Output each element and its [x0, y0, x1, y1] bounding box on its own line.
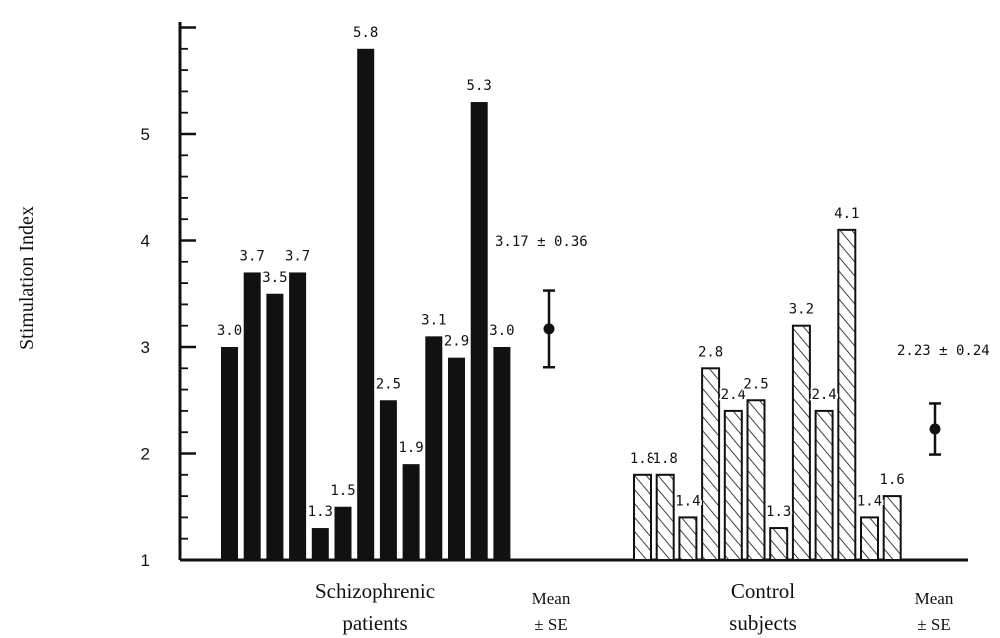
data-labels: 3.0 3.7 3.5 3.7 1.3 1.5 5.8 2.5 1.9 3.1 2.9 5.3 3.0 1… [215, 23, 907, 522]
bar-value-label: 1.8 [630, 451, 655, 467]
bar [334, 506, 352, 560]
bar [448, 357, 465, 560]
bar [425, 336, 443, 560]
mean-markers [543, 289, 941, 456]
bar-value-label: 1.9 [398, 440, 423, 456]
mean-point [543, 323, 555, 335]
bar [311, 528, 329, 560]
bars [221, 48, 902, 562]
y-tick-label: 5 [141, 125, 150, 144]
bar-value-label: 1.4 [675, 493, 700, 509]
bar [357, 48, 375, 561]
bar-value-label: 3.7 [285, 248, 310, 264]
bar-value-label: 3.0 [217, 323, 242, 339]
bar [655, 473, 675, 561]
bar-value-label: 4.1 [834, 206, 859, 222]
mean-se-label: Mean [915, 589, 954, 608]
bar-value-label: 1.4 [857, 493, 882, 509]
bar [837, 228, 857, 561]
bar-value-label: 3.0 [489, 323, 514, 339]
bar [860, 516, 879, 562]
mean-value-label: 2.23 ± 0.24 [897, 343, 990, 359]
bar [633, 473, 652, 561]
bar [402, 464, 420, 560]
bar-value-label: 1.3 [766, 504, 791, 520]
bar [470, 102, 488, 561]
bar [266, 293, 284, 560]
group-label: Schizophrenic [315, 579, 435, 603]
bar [701, 367, 721, 561]
y-axis-title: Stimulation Index [16, 206, 38, 350]
mean-se-label: ± SE [534, 615, 567, 634]
chart-texts: 3.17 ± 0.36 Schizophrenic patients Mean ± SE… [315, 234, 990, 635]
bar-value-label: 2.4 [721, 387, 746, 403]
bar-value-label: 3.1 [421, 312, 446, 328]
y-axis: 1 2 3 4 5 Stimulation Index [16, 22, 196, 570]
bar [882, 495, 902, 562]
bar [379, 400, 397, 560]
bar [221, 347, 238, 560]
bar [814, 409, 834, 561]
bar [493, 347, 511, 560]
bar-value-label: 1.3 [308, 504, 333, 520]
group-label: patients [342, 611, 407, 635]
mean-se-label: Mean [532, 589, 571, 608]
bar-value-label: 3.2 [789, 302, 814, 318]
group-label: subjects [729, 611, 797, 635]
bar [243, 272, 261, 560]
bar-value-label: 5.3 [467, 78, 492, 94]
bar [678, 516, 698, 562]
bar-value-label: 1.5 [330, 483, 355, 499]
bar-value-label: 2.5 [743, 376, 768, 392]
bar-value-label: 3.5 [262, 270, 287, 286]
bar [723, 409, 743, 561]
y-tick-label: 2 [141, 445, 150, 464]
bar-value-label: 5.8 [353, 25, 378, 41]
bar [746, 399, 766, 561]
bar-value-label: 3.7 [240, 248, 265, 264]
y-tick-label: 4 [141, 232, 150, 251]
y-tick-label: 1 [141, 551, 150, 570]
bar-value-label: 1.8 [653, 451, 678, 467]
bar-value-label: 2.5 [376, 376, 401, 392]
mean-point [929, 423, 941, 435]
bar-value-label: 2.9 [444, 334, 469, 350]
bar [289, 272, 307, 560]
bar [769, 527, 789, 561]
bar-value-label: 2.8 [698, 344, 723, 360]
mean-value-label: 3.17 ± 0.36 [495, 234, 588, 250]
mean-se-label: ± SE [917, 615, 950, 634]
bar-value-label: 1.6 [880, 472, 905, 488]
group-label: Control [731, 579, 795, 603]
y-tick-label: 3 [141, 338, 150, 357]
bar-value-label: 2.4 [811, 387, 836, 403]
bar [791, 324, 811, 562]
